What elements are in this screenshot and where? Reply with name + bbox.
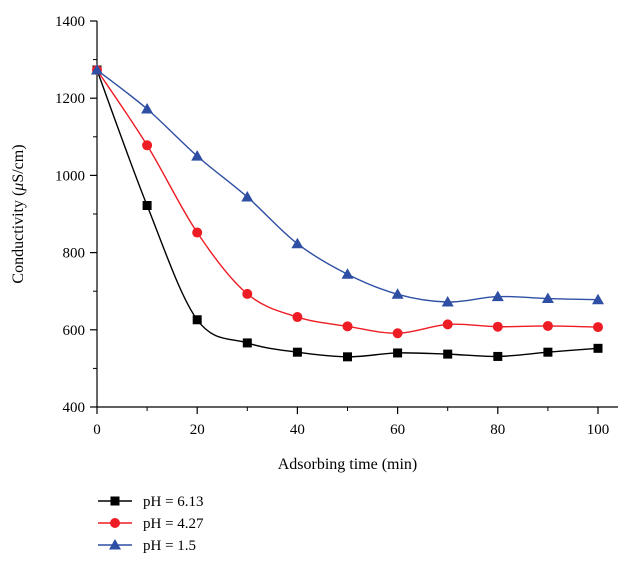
data-point — [343, 352, 352, 362]
series-line — [96, 69, 599, 334]
data-point — [192, 227, 203, 238]
data-point — [142, 201, 152, 211]
legend-label: pH = 1.5 — [143, 538, 196, 554]
y-axis-ticks: 400 600 800 1000 1200 1400 — [55, 14, 97, 416]
data-point — [442, 319, 453, 330]
data-point — [242, 288, 253, 299]
data-point — [441, 296, 454, 307]
data-point — [342, 321, 353, 332]
data-point — [292, 347, 302, 357]
series-line — [96, 69, 599, 303]
y-axis-title-prefix: Conductivity ( — [10, 191, 27, 284]
x-tick-label: 60 — [390, 422, 405, 438]
series-layer — [91, 64, 604, 362]
legend: pH = 6.13 pH = 4.27 pH = 1.5 — [98, 494, 204, 554]
data-point — [492, 321, 503, 332]
data-point — [593, 322, 603, 333]
y-axis-title: Conductivity (μS/cm) — [10, 144, 27, 283]
data-point — [493, 351, 503, 361]
data-point — [91, 64, 103, 75]
data-point — [141, 103, 154, 114]
data-point — [592, 293, 604, 305]
data-point — [192, 315, 202, 325]
plot-area: 0 20 40 60 80 100 400 600 800 1000 1200 1400 — [55, 14, 618, 438]
series-square — [92, 65, 603, 362]
x-tick-label: 80 — [490, 422, 505, 438]
y-tick-label: 1000 — [55, 168, 85, 184]
x-axis-ticks: 0 20 40 60 80 100 — [93, 407, 609, 438]
data-point — [241, 191, 254, 202]
y-tick-label: 600 — [63, 323, 86, 339]
y-axis-title-mu: μ — [10, 183, 27, 192]
x-tick-label: 100 — [587, 422, 610, 438]
data-point — [593, 343, 603, 353]
legend-item: pH = 4.27 — [98, 516, 204, 532]
data-point — [541, 292, 554, 304]
legend-marker — [110, 496, 120, 506]
y-axis-title-suffix: S/cm) — [10, 144, 27, 182]
series-line — [96, 69, 599, 358]
y-tick-label: 1400 — [55, 14, 85, 30]
x-tick-label: 0 — [93, 422, 101, 438]
x-tick-label: 40 — [290, 422, 305, 438]
legend-marker — [109, 539, 121, 550]
data-point — [392, 328, 403, 339]
legend-marker — [110, 518, 120, 528]
series-triangle — [91, 64, 604, 307]
data-point — [491, 290, 504, 302]
data-point — [242, 338, 252, 348]
data-point — [542, 320, 553, 331]
legend-item: pH = 6.13 — [98, 494, 204, 510]
y-tick-label: 800 — [63, 246, 86, 262]
data-point — [443, 349, 453, 359]
data-point — [142, 140, 153, 151]
series-circle — [92, 65, 603, 339]
data-point — [341, 268, 354, 279]
y-tick-label: 1200 — [55, 91, 85, 107]
x-tick-label: 20 — [190, 422, 205, 438]
data-point — [393, 348, 403, 358]
legend-label: pH = 6.13 — [143, 494, 204, 510]
data-point — [291, 237, 304, 249]
legend-item: pH = 1.5 — [98, 538, 196, 554]
data-point — [292, 312, 303, 323]
data-point — [391, 288, 404, 299]
x-axis-title: Adsorbing time (min) — [278, 456, 418, 473]
y-tick-label: 400 — [63, 400, 86, 416]
legend-label: pH = 4.27 — [143, 516, 204, 532]
data-point — [191, 150, 204, 161]
data-point — [543, 347, 553, 357]
